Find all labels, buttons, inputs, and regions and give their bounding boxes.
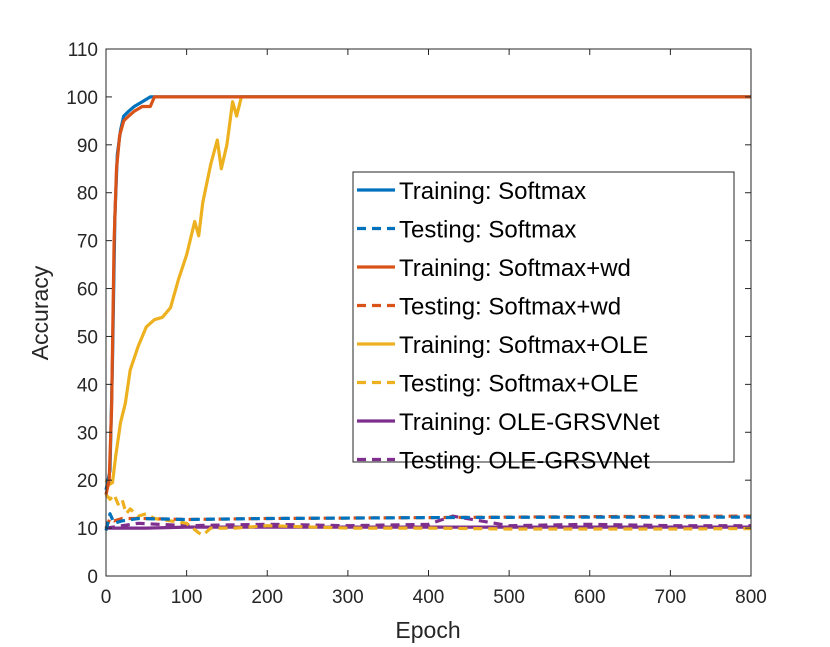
- series-line-training-softmax-wd: [104, 95, 751, 495]
- legend-label: Training: Softmax: [399, 178, 586, 205]
- x-tick-label: 600: [574, 587, 606, 608]
- y-tick-label: 70: [77, 232, 98, 253]
- y-tick-label: 30: [77, 423, 98, 444]
- legend-label: Training: Softmax+wd: [399, 255, 631, 282]
- x-axis-label: Epoch: [395, 617, 460, 643]
- series-layer: [104, 95, 752, 537]
- legend-label: Testing: OLE-GRSVNet: [399, 448, 650, 475]
- x-tick-label: 0: [101, 587, 112, 608]
- x-tick-label: 200: [251, 587, 283, 608]
- legend-label: Testing: Softmax+wd: [399, 294, 621, 321]
- x-tick-label: 300: [332, 587, 364, 608]
- y-tick-label: 90: [77, 136, 98, 157]
- y-tick-label: 100: [66, 88, 98, 109]
- legend-label: Testing: Softmax: [399, 217, 576, 244]
- y-axis-label: Accuracy: [27, 265, 53, 360]
- y-tick-label: 40: [77, 375, 98, 396]
- ticks-layer: 0 100 200 300 400 500 600 700 800 0 10 20 30 40 50 60 70…: [66, 40, 767, 608]
- x-tick-label: 500: [493, 587, 525, 608]
- y-tick-label: 50: [77, 327, 98, 348]
- y-tick-label: 0: [87, 567, 98, 588]
- y-tick-label: 110: [68, 40, 98, 61]
- x-tick-label: 800: [735, 587, 767, 608]
- x-tick-label: 400: [413, 587, 445, 608]
- legend-label: Training: Softmax+OLE: [399, 332, 648, 359]
- series-line-testing-softmax-ole: [104, 493, 752, 537]
- series-line-testing-softmax: [104, 512, 751, 531]
- x-tick-label: 100: [171, 587, 203, 608]
- y-tick-label: 20: [77, 471, 98, 492]
- legend: Training: Softmax Testing: Softmax Trainin…: [352, 171, 735, 475]
- series-line-testing-ole-grsvnet: [105, 514, 751, 530]
- y-tick-label: 80: [77, 184, 98, 205]
- x-tick-label: 700: [655, 587, 687, 608]
- y-tick-label: 60: [77, 280, 98, 301]
- series-line-training-softmax-ole: [104, 95, 751, 487]
- legend-label: Testing: Softmax+OLE: [399, 371, 638, 398]
- legend-label: Training: OLE-GRSVNet: [399, 409, 660, 436]
- y-tick-label: 10: [77, 519, 98, 540]
- legend-box: [352, 171, 735, 463]
